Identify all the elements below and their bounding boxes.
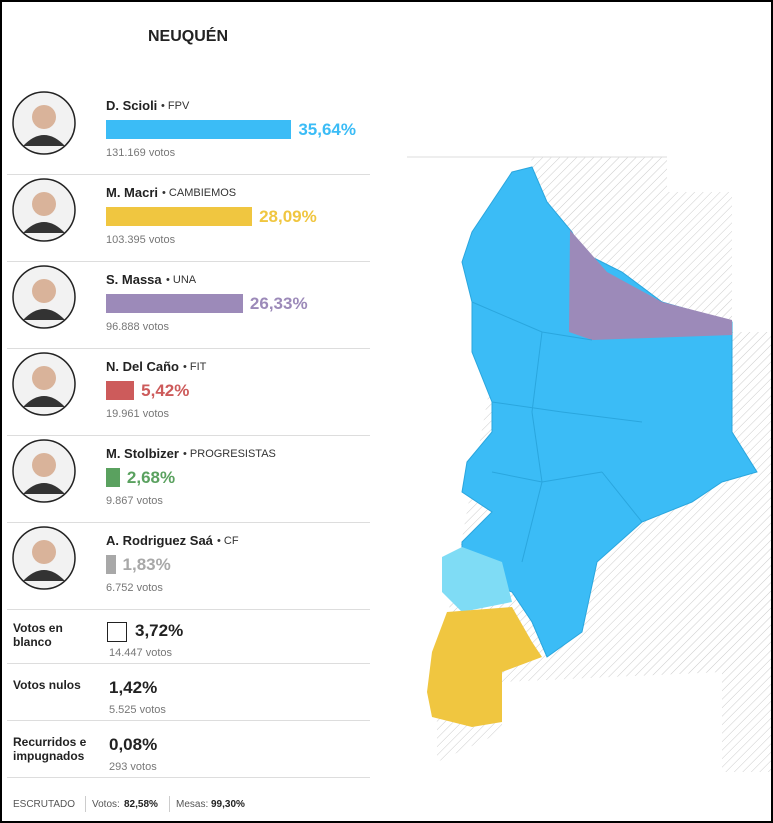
photo (12, 91, 76, 155)
votes: 9.867 votos (106, 495, 163, 507)
row-label: Votos en blanco (13, 621, 63, 649)
votes: 5.525 votos (109, 704, 166, 716)
party: • UNA (166, 274, 197, 286)
candidate-name: A. Rodriguez Saá (106, 533, 213, 548)
bar (106, 468, 120, 487)
separator (7, 435, 370, 436)
percent: 1,42% (109, 678, 158, 697)
votes: 6.752 votos (106, 582, 163, 594)
percent: 26,33% (249, 294, 308, 313)
separator (7, 663, 370, 664)
separator (7, 522, 370, 523)
votes-label: Votos: (92, 799, 120, 810)
candidate-name: M. Macri (106, 185, 159, 200)
candidate-name: S. Massa (106, 272, 162, 287)
percent: 0,08% (109, 735, 158, 754)
separator (7, 720, 370, 721)
party: • FPV (161, 100, 190, 112)
separator (7, 348, 370, 349)
row-label: Recurridos e impugnados (13, 735, 87, 763)
bar (106, 381, 135, 400)
photo (12, 526, 76, 590)
bar (106, 207, 253, 226)
photo (12, 439, 76, 503)
votes: 19.961 votos (106, 408, 169, 420)
candidate-name: N. Del Caño (106, 359, 179, 374)
votes: 103.395 votos (106, 234, 176, 246)
party: • PROGRESISTAS (183, 448, 276, 460)
candidate-name: D. Scioli (106, 98, 158, 113)
photo (12, 352, 76, 416)
party: • CAMBIEMOS (162, 187, 237, 199)
separator (7, 174, 370, 175)
votes: 96.888 votos (106, 321, 169, 333)
percent: 3,72% (135, 621, 184, 640)
row-label: Votos nulos (13, 678, 81, 692)
title: NEUQUÉN (147, 28, 228, 45)
candidate-name: M. Stolbizer (106, 446, 179, 461)
party: • CF (217, 535, 239, 547)
tables-value: 99,30% (211, 799, 245, 810)
percent: 2,68% (126, 468, 176, 487)
divider (85, 796, 86, 812)
blank-box (107, 622, 127, 642)
bar (106, 120, 292, 139)
separator (7, 777, 370, 778)
votes: 131.169 votos (106, 147, 176, 159)
separator (7, 261, 370, 262)
photo (12, 178, 76, 242)
party: • FIT (183, 361, 207, 373)
map (407, 156, 771, 772)
percent: 28,09% (259, 207, 317, 226)
photo (12, 265, 76, 329)
bar (106, 555, 116, 574)
votes: 14.447 votos (109, 647, 172, 659)
divider (169, 796, 170, 812)
votes-value: 82,58% (124, 799, 158, 810)
percent: 35,64% (298, 120, 356, 139)
separator (7, 609, 370, 610)
footer-label: ESCRUTADO (13, 799, 76, 810)
percent: 1,83% (122, 555, 171, 574)
votes: 293 votos (109, 761, 157, 773)
tables-label: Mesas: (176, 799, 209, 810)
bar (106, 294, 243, 313)
percent: 5,42% (141, 381, 190, 400)
